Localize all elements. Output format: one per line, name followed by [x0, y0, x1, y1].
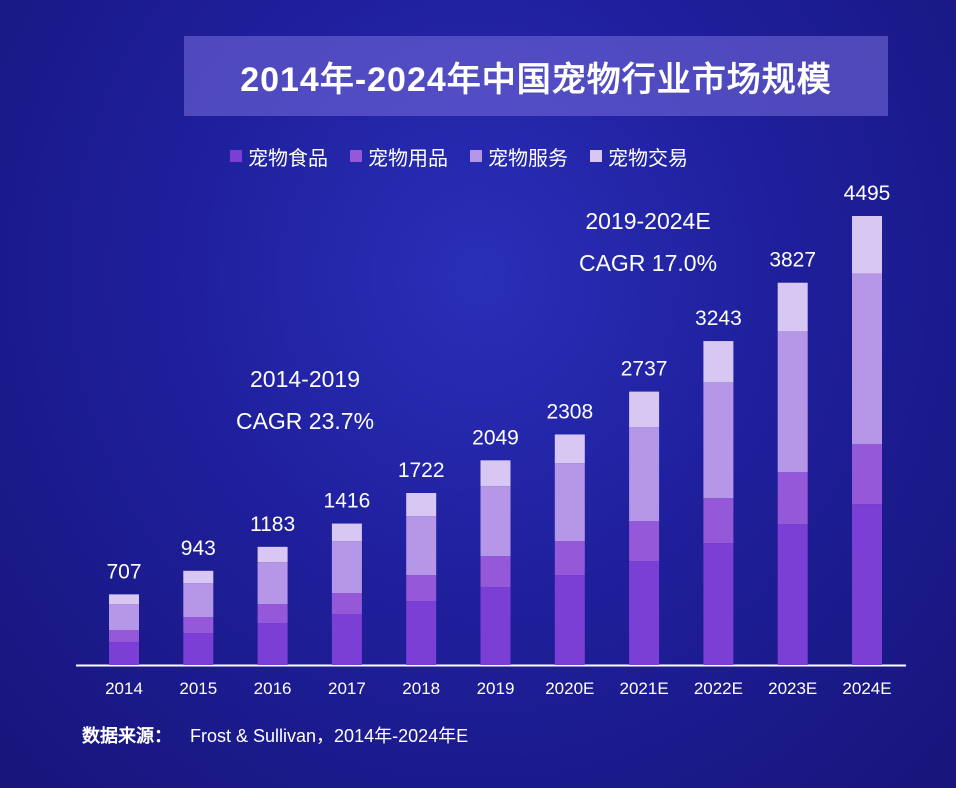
bar-segment: [183, 633, 214, 665]
bar-segment: [406, 575, 437, 602]
cagr-note-2014-2019: 2014-2019 CAGR 23.7%: [215, 358, 395, 442]
bar-segment: [777, 524, 808, 665]
bar-segment: [629, 521, 660, 562]
bar-total-label: 2737: [621, 358, 668, 381]
bar-total-label: 707: [106, 560, 141, 583]
legend-label: 宠物服务: [488, 147, 568, 170]
bar-total-label: 4495: [844, 182, 891, 205]
bar-segment: [629, 427, 660, 522]
x-tick-label: 2021E: [620, 679, 669, 698]
source-text: Frost & Sullivan，2014年-2024年E: [190, 726, 469, 746]
bar-total-label: 943: [181, 537, 216, 560]
source-label: 数据来源：: [82, 726, 172, 746]
bar-segment: [852, 216, 882, 274]
title-banner: 2014年-2024年中国宠物行业市场规模: [184, 36, 888, 116]
legend-swatch: [350, 150, 362, 162]
bar-segment: [331, 523, 362, 542]
bar-total-label: 3243: [695, 307, 742, 330]
x-tick-label: 2022E: [694, 679, 743, 698]
bar-segment: [406, 516, 437, 576]
legend-label: 宠物用品: [368, 147, 448, 170]
bar-segment: [703, 498, 734, 544]
cagr-period: 2019-2024E: [585, 208, 711, 234]
bar-segment: [629, 391, 660, 428]
bar-total-label: 2308: [546, 400, 593, 423]
x-tick-label: 2024E: [842, 679, 891, 698]
bar-segment: [109, 604, 139, 631]
bar-segment: [852, 273, 882, 445]
cagr-value: CAGR 23.7%: [235, 408, 375, 434]
bar-total-label: 2049: [472, 426, 519, 449]
legend-label: 宠物食品: [248, 147, 328, 170]
bar-segment: [629, 561, 660, 665]
bar-segment: [852, 444, 882, 505]
bar-segment: [257, 562, 288, 605]
bar-segment: [554, 434, 585, 464]
legend-swatch: [470, 150, 482, 162]
bar-segment: [109, 642, 139, 665]
cagr-period: 2014-2019: [250, 366, 360, 392]
x-tick-label: 2023E: [768, 679, 817, 698]
bar-segment: [183, 617, 214, 634]
bar-segment: [703, 543, 734, 665]
bar-segment: [554, 575, 585, 665]
bar-segment: [554, 463, 585, 542]
bar-segment: [406, 492, 437, 517]
x-tick-label: 2017: [328, 679, 366, 698]
bar-segment: [703, 341, 734, 383]
bar-segment: [109, 594, 139, 605]
bar-segment: [480, 486, 511, 557]
bar-segment: [257, 623, 288, 665]
bar-segment: [777, 331, 808, 473]
bar-total-label: 3827: [769, 249, 816, 272]
bar-segment: [406, 601, 437, 665]
legend-swatch: [230, 150, 242, 162]
bar-segment: [331, 541, 362, 594]
x-tick-label: 2020E: [545, 679, 594, 698]
x-tick-label: 2016: [254, 679, 292, 698]
bar-total-label: 1183: [250, 513, 295, 536]
legend-item: 宠物食品: [230, 142, 328, 171]
bar-segment: [480, 460, 511, 487]
legend-item: 宠物交易: [590, 142, 688, 171]
source-note: 数据来源： Frost & Sullivan，2014年-2024年E: [82, 722, 468, 748]
legend-item: 宠物服务: [470, 142, 568, 171]
bar-segment: [331, 593, 362, 615]
bar-segment: [554, 541, 585, 576]
bar-segment: [703, 382, 734, 499]
x-tick-label: 2015: [179, 679, 217, 698]
bar-segment: [480, 587, 511, 665]
legend: 宠物食品 宠物用品 宠物服务 宠物交易: [230, 140, 688, 172]
bar-segment: [257, 604, 288, 624]
legend-item: 宠物用品: [350, 142, 448, 171]
cagr-value: CAGR 17.0%: [578, 250, 718, 276]
bar-segment: [777, 472, 808, 525]
bar-segment: [183, 583, 214, 618]
bar-total-label: 1722: [398, 459, 445, 482]
legend-swatch: [590, 150, 602, 162]
bar-segment: [852, 504, 882, 665]
bar-segment: [777, 282, 808, 332]
x-tick-label: 2014: [105, 679, 143, 698]
bar-segment: [331, 614, 362, 665]
chart-title: 2014年-2024年中国宠物行业市场规模: [240, 60, 832, 99]
bar-segment: [109, 630, 139, 643]
x-tick-label: 2018: [402, 679, 440, 698]
bar-segment: [257, 546, 288, 563]
bar-total-label: 1416: [324, 490, 371, 513]
bar-segment: [183, 570, 214, 584]
cagr-note-2019-2024: 2019-2024E CAGR 17.0%: [558, 200, 738, 284]
legend-label: 宠物交易: [608, 147, 688, 170]
bar-segment: [480, 556, 511, 588]
x-tick-label: 2019: [477, 679, 515, 698]
